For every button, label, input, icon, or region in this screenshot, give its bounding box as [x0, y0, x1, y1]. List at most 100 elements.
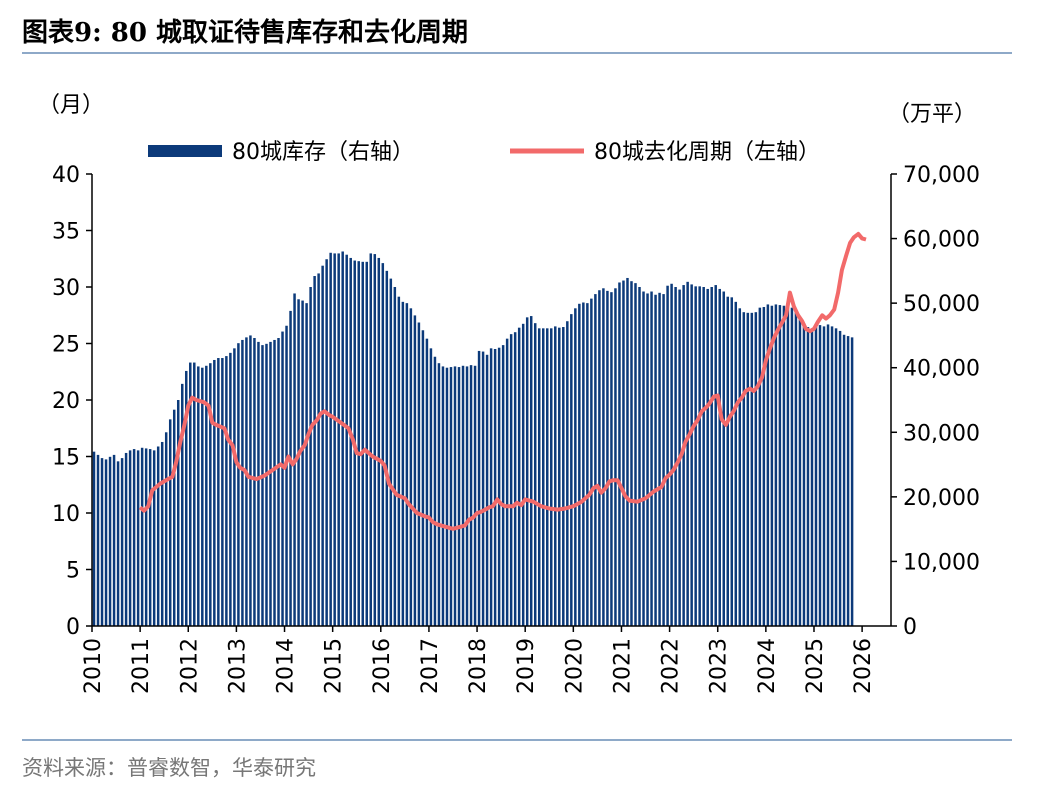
inventory-bar: [846, 336, 850, 626]
inventory-bar: [273, 339, 276, 626]
inventory-bar: [345, 254, 348, 626]
inventory-bar: [814, 325, 818, 626]
inventory-bar: [449, 367, 453, 626]
inventory-bar: [630, 281, 633, 626]
inventory-bar: [397, 296, 401, 626]
inventory-bar: [144, 448, 148, 626]
inventory-bar: [666, 285, 669, 626]
inventory-bar: [738, 308, 742, 626]
inventory-bar: [782, 305, 786, 626]
inventory-bar: [128, 450, 132, 626]
inventory-bar: [586, 303, 589, 626]
inventory-bar: [529, 316, 533, 626]
inventory-bar: [148, 449, 152, 626]
inventory-bar: [257, 341, 260, 626]
inventory-bar: [281, 331, 284, 626]
x-tick-label: 2026: [851, 638, 876, 694]
inventory-bar: [301, 300, 304, 626]
inventory-bar: [778, 305, 782, 626]
x-tick-label: 2017: [418, 638, 443, 694]
inventory-bar: [554, 326, 557, 626]
inventory-bar: [842, 334, 846, 626]
inventory-bar: [517, 327, 521, 626]
inventory-bar: [469, 365, 473, 626]
inventory-bar: [209, 363, 212, 626]
inventory-bar: [429, 348, 433, 626]
inventory-bar: [265, 343, 268, 626]
inventory-bar: [233, 348, 236, 626]
inventory-bar: [626, 277, 629, 626]
inventory-bar: [349, 257, 352, 626]
inventory-bar: [100, 458, 104, 626]
inventory-bar: [774, 304, 778, 626]
inventory-bar: [501, 345, 505, 626]
inventory-bar: [309, 287, 312, 626]
inventory-bar: [225, 356, 228, 626]
inventory-bar: [164, 432, 168, 626]
inventory-bar: [437, 363, 441, 626]
inventory-bar: [638, 287, 641, 626]
inventory-bar: [838, 330, 842, 626]
title-rule: [22, 52, 1012, 54]
right-tick-label: 0: [903, 615, 917, 640]
inventory-bar: [120, 458, 124, 626]
inventory-bar: [702, 287, 705, 626]
inventory-bar: [217, 358, 220, 626]
left-tick-label: 10: [52, 502, 80, 527]
inventory-bar: [457, 367, 461, 626]
right-tick-label: 10,000: [903, 550, 980, 575]
inventory-bar: [762, 307, 766, 626]
left-tick-label: 25: [52, 333, 80, 358]
inventory-bar: [537, 328, 541, 626]
x-tick-label: 2022: [659, 638, 684, 694]
inventory-bar: [201, 367, 204, 626]
inventory-bar: [834, 328, 838, 626]
inventory-bar: [489, 348, 493, 626]
inventory-bar: [493, 348, 497, 626]
inventory-bar: [405, 303, 409, 626]
x-tick-label: 2020: [562, 638, 587, 694]
left-tick-label: 5: [66, 559, 80, 584]
inventory-bar: [389, 278, 393, 626]
inventory-bar: [662, 294, 665, 626]
chart-legend: 80城库存（右轴） 80城去化周期（左轴）: [148, 140, 820, 165]
x-tick-label: 2025: [803, 638, 828, 694]
inventory-bar: [614, 288, 617, 626]
inventory-bar: [241, 339, 244, 626]
x-tick-label: 2024: [755, 638, 780, 694]
inventory-bar: [361, 261, 364, 626]
inventory-bar: [722, 291, 725, 626]
inventory-bar: [193, 362, 196, 626]
inventory-bar: [798, 319, 802, 626]
inventory-bar: [172, 409, 176, 626]
inventory-bar: [826, 324, 830, 626]
chart-title: 图表9: 80 城取证待售库存和去化周期: [22, 18, 468, 48]
inventory-bar: [329, 252, 332, 626]
inventory-bar: [189, 362, 192, 626]
inventory-bar: [305, 303, 308, 626]
inventory-bar: [116, 461, 120, 626]
inventory-bar: [373, 254, 377, 626]
inventory-bar: [622, 280, 625, 626]
inventory-bar: [357, 261, 360, 626]
inventory-bar: [694, 286, 697, 626]
inventory-bar: [690, 284, 693, 626]
inventory-bar: [682, 285, 685, 626]
x-tick-label: 2018: [466, 638, 491, 694]
inventory-bar: [786, 306, 790, 626]
legend-bar-swatch: [148, 145, 222, 157]
inventory-bar: [365, 261, 368, 626]
inventory-bar: [297, 299, 300, 626]
inventory-bar: [497, 347, 501, 626]
x-tick-label: 2016: [370, 638, 395, 694]
inventory-bar: [658, 292, 661, 626]
inventory-bar: [546, 328, 549, 626]
left-axis-unit: （月）: [38, 93, 104, 118]
inventory-bar: [758, 307, 762, 626]
inventory-bar: [341, 251, 344, 627]
inventory-bar: [634, 283, 637, 626]
inventory-bar: [124, 452, 128, 626]
inventory-bar: [818, 325, 822, 626]
x-tick-label: 2014: [274, 638, 299, 694]
inventory-bar: [181, 383, 184, 626]
